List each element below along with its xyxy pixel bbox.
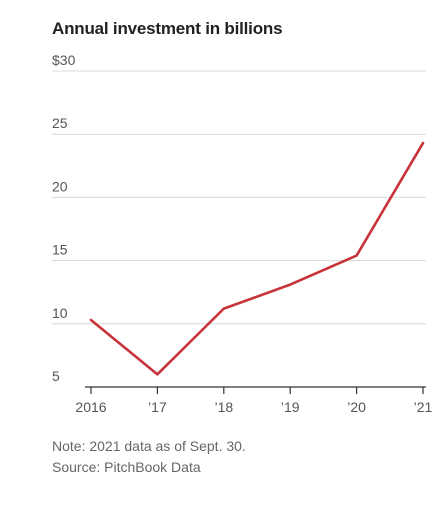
y-tick-label: 10 [52, 305, 68, 321]
x-tick-label: ’18 [214, 399, 233, 415]
source-text: Source: PitchBook Data [52, 459, 201, 475]
y-tick-label: 5 [52, 368, 60, 384]
y-tick-label: 20 [52, 178, 68, 194]
x-tick-label: ’20 [347, 399, 366, 415]
y-tick-label: $30 [52, 52, 76, 68]
line-chart: 5 10 15 20 25 $30 2016 ’17 ’18 ’19 ’20 ’21 [52, 52, 433, 415]
y-tick-label: 15 [52, 242, 68, 258]
x-tick-label: ’21 [414, 399, 433, 415]
series-line [89, 141, 425, 376]
note-text: Note: 2021 data as of Sept. 30. [52, 438, 246, 454]
x-tick-label: 2016 [75, 399, 106, 415]
x-tick-label: ’17 [148, 399, 167, 415]
y-tick-label: 25 [52, 115, 68, 131]
x-tick-label: ’19 [281, 399, 300, 415]
chart-title: Annual investment in billions [52, 19, 283, 38]
chart-notes: Note: 2021 data as of Sept. 30. Source: … [52, 436, 246, 478]
